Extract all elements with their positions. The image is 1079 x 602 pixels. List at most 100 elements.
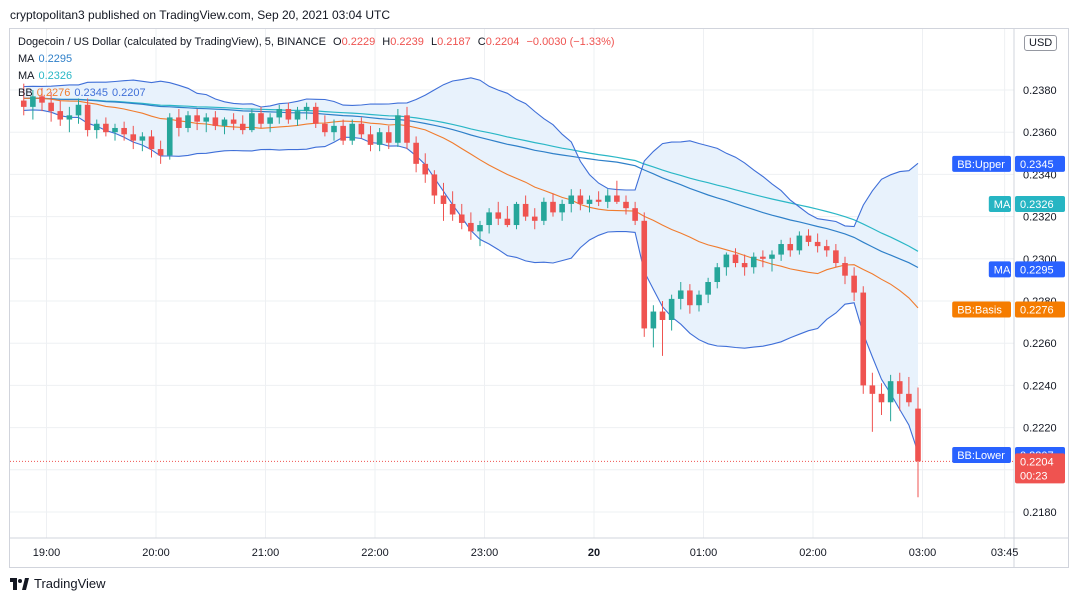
- candle[interactable]: [604, 189, 611, 209]
- candle[interactable]: [513, 201, 520, 230]
- candle[interactable]: [696, 290, 702, 312]
- candle[interactable]: [413, 136, 419, 173]
- candle[interactable]: [705, 277, 711, 304]
- candle[interactable]: [148, 130, 155, 158]
- candle[interactable]: [732, 248, 739, 268]
- candle[interactable]: [239, 115, 246, 135]
- candle[interactable]: [760, 250, 766, 268]
- candle[interactable]: [395, 108, 401, 147]
- candle[interactable]: [568, 189, 575, 213]
- candle[interactable]: [577, 189, 584, 211]
- candle[interactable]: [258, 106, 264, 128]
- candle[interactable]: [823, 239, 830, 257]
- candle[interactable]: [851, 267, 857, 301]
- candle[interactable]: [531, 208, 538, 230]
- candle[interactable]: [896, 372, 903, 411]
- candle[interactable]: [486, 208, 492, 234]
- candle[interactable]: [404, 106, 410, 150]
- candle[interactable]: [340, 119, 346, 145]
- candle[interactable]: [805, 229, 812, 247]
- candle[interactable]: [814, 233, 821, 253]
- candle[interactable]: [796, 231, 803, 255]
- candle[interactable]: [358, 117, 365, 139]
- candle[interactable]: [130, 125, 137, 150]
- candle[interactable]: [449, 191, 456, 221]
- candle[interactable]: [267, 113, 273, 133]
- candle[interactable]: [550, 193, 556, 217]
- candle[interactable]: [212, 111, 219, 131]
- candle[interactable]: [878, 383, 885, 415]
- candle[interactable]: [477, 220, 483, 247]
- candle[interactable]: [741, 254, 748, 276]
- candle[interactable]: [203, 113, 210, 133]
- candle[interactable]: [504, 206, 511, 228]
- tradingview-logo[interactable]: TradingView: [10, 576, 106, 591]
- candle[interactable]: [75, 98, 82, 124]
- candle[interactable]: [522, 195, 529, 221]
- candle[interactable]: [559, 199, 565, 221]
- candle[interactable]: [294, 106, 301, 126]
- candle[interactable]: [84, 98, 91, 137]
- candle[interactable]: [422, 153, 429, 183]
- candle[interactable]: [312, 102, 319, 128]
- candle[interactable]: [30, 90, 36, 120]
- candle[interactable]: [541, 197, 547, 226]
- candle[interactable]: [906, 376, 912, 407]
- candle[interactable]: [468, 212, 474, 240]
- candle[interactable]: [869, 372, 876, 432]
- time-axis[interactable]: 19:00 20:00 21:00 22:00 23:00 20 01:00 02:00 03:…: [33, 547, 1019, 559]
- candle[interactable]: [677, 282, 684, 310]
- candle[interactable]: [687, 284, 693, 314]
- price-axis[interactable]: 0.21800.22000.22200.22400.22600.22800.23…: [1023, 85, 1057, 519]
- candle[interactable]: [20, 83, 27, 116]
- candle[interactable]: [586, 195, 593, 213]
- candle[interactable]: [833, 244, 839, 268]
- candle[interactable]: [121, 121, 127, 141]
- candle[interactable]: [331, 119, 337, 141]
- candle[interactable]: [249, 108, 255, 133]
- candle[interactable]: [112, 123, 118, 141]
- candle[interactable]: [723, 252, 730, 276]
- candle[interactable]: [221, 117, 228, 135]
- candle[interactable]: [276, 104, 283, 124]
- candle[interactable]: [139, 132, 146, 152]
- candle[interactable]: [842, 256, 848, 285]
- candle[interactable]: [157, 140, 164, 164]
- candle[interactable]: [714, 263, 721, 289]
- candle[interactable]: [66, 106, 73, 133]
- candle[interactable]: [166, 113, 173, 160]
- candle[interactable]: [614, 180, 620, 204]
- candle[interactable]: [458, 203, 465, 230]
- candle[interactable]: [787, 237, 794, 257]
- candle[interactable]: [659, 301, 666, 356]
- candle[interactable]: [39, 87, 45, 112]
- candle[interactable]: [632, 201, 638, 226]
- candle[interactable]: [322, 115, 328, 137]
- candle[interactable]: [495, 201, 502, 226]
- candle[interactable]: [431, 170, 438, 204]
- candle[interactable]: [385, 125, 392, 150]
- candle[interactable]: [93, 119, 100, 139]
- candle[interactable]: [185, 111, 191, 133]
- currency-button[interactable]: USD: [1024, 35, 1058, 51]
- candle[interactable]: [285, 102, 292, 124]
- candle[interactable]: [641, 212, 648, 337]
- candle[interactable]: [915, 387, 921, 498]
- candle[interactable]: [57, 100, 64, 126]
- candle[interactable]: [230, 113, 237, 131]
- candle[interactable]: [750, 252, 757, 274]
- candle[interactable]: [194, 108, 200, 131]
- candle[interactable]: [440, 182, 447, 221]
- candle[interactable]: [176, 108, 182, 137]
- candle[interactable]: [769, 250, 775, 272]
- candle[interactable]: [860, 286, 867, 394]
- candle[interactable]: [595, 191, 602, 207]
- candle[interactable]: [367, 125, 374, 152]
- candle[interactable]: [48, 92, 54, 122]
- candle[interactable]: [668, 294, 675, 331]
- candle[interactable]: [778, 239, 784, 261]
- candle[interactable]: [887, 374, 894, 422]
- candle[interactable]: [650, 305, 657, 348]
- candle[interactable]: [623, 195, 629, 215]
